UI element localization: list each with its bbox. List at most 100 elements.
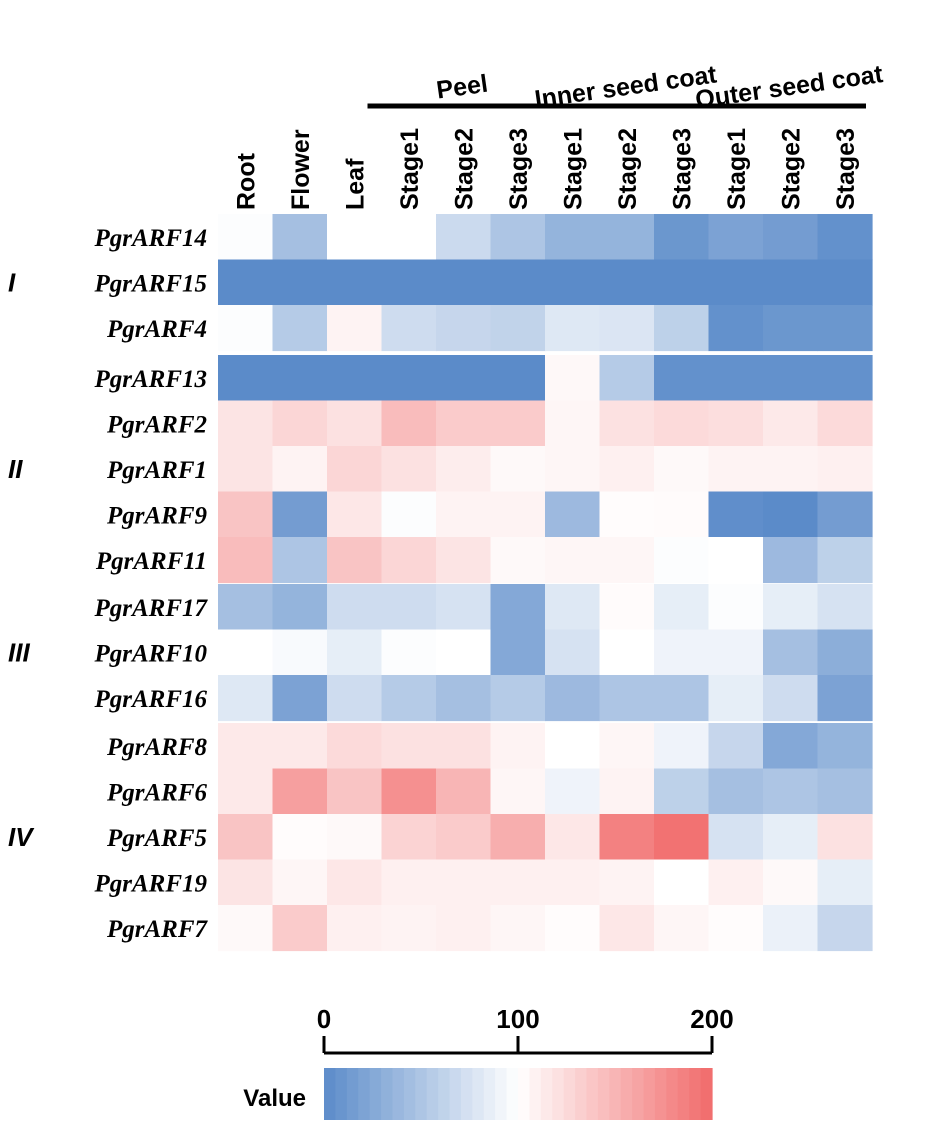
colorbar-swatch [346,1068,359,1120]
heatmap-cell [599,675,655,722]
heatmap-cell [763,768,819,815]
heatmap-cell [272,400,328,447]
colorbar-swatch [632,1068,645,1120]
row-label: PgrARF4 [106,316,207,343]
row-label: PgrARF14 [93,225,207,252]
heatmap-cell [654,723,710,770]
heatmap-cell [817,584,873,631]
row-label: PgrARF16 [93,686,207,713]
row-label: PgrARF19 [93,870,207,897]
heatmap-cell [599,214,655,261]
heatmap-cell [545,446,601,493]
heatmap-cell [763,629,819,676]
colorbar-swatch [677,1068,690,1120]
column-label-flower: Flower [287,129,315,210]
heatmap-cell [490,584,546,631]
heatmap-cell [218,491,274,538]
heatmap-cell [545,814,601,861]
heatmap-cell [218,675,274,722]
group-label: Peel [435,70,490,105]
heatmap-cell [490,859,546,906]
heatmap-cell [817,814,873,861]
row-label: PgrARF11 [95,548,207,575]
colorbar-swatch [540,1068,553,1120]
heatmap-cell [654,214,710,261]
heatmap-cell [490,214,546,261]
heatmap-cell [272,584,328,631]
heatmap-cell [599,491,655,538]
row-label: PgrARF1 [106,457,207,484]
heatmap-cell [436,814,492,861]
heatmap-cell [817,859,873,906]
heatmap-cell [817,491,873,538]
column-label-stage2: Stage2 [450,128,478,210]
heatmap-cell [490,629,546,676]
heatmap-cell [708,537,764,584]
heatmap-cell [654,400,710,447]
heatmap-cell [218,768,274,815]
heatmap-cell [654,675,710,722]
heatmap-cell [817,905,873,952]
heatmap-cell [218,305,274,352]
heatmap-cell [381,400,437,447]
column-label-leaf: Leaf [341,158,369,210]
heatmap-cell [763,355,819,402]
heatmap-cell [272,629,328,676]
heatmap-cell [436,214,492,261]
colorbar-swatch [335,1068,348,1120]
heatmap-cell [381,814,437,861]
heatmap-cell [381,675,437,722]
column-label-stage1: Stage1 [559,128,587,210]
heatmap-cell [436,491,492,538]
column-label-stage3: Stage3 [505,128,533,210]
heatmap-cell [272,768,328,815]
heatmap-cell [708,491,764,538]
colorbar-swatch [643,1068,656,1120]
heatmap-cell [218,584,274,631]
row-label: PgrARF6 [106,779,208,806]
heatmap-cell [218,446,274,493]
colorbar-swatch [483,1068,496,1120]
heatmap-cell [545,491,601,538]
heatmap-cell [381,859,437,906]
heatmap-cell [272,214,328,261]
heatmap-cell [218,259,274,306]
heatmap-cell [599,259,655,306]
heatmap-cell [436,675,492,722]
heatmap-cell [654,259,710,306]
colorbar-swatch [358,1068,371,1120]
heatmap-cell [817,214,873,261]
cluster-label: III [8,637,30,667]
heatmap-cell [272,491,328,538]
heatmap-cell [490,675,546,722]
colorbar-swatch [381,1068,394,1120]
heatmap-cell [599,768,655,815]
heatmap-cell [327,400,383,447]
heatmap-cell [381,723,437,770]
heatmap-cell [763,905,819,952]
heatmap-cell [545,355,601,402]
heatmap-cell [327,491,383,538]
heatmap-cell [327,259,383,306]
colorbar-swatch [392,1068,405,1120]
row-label: PgrARF5 [106,825,207,852]
cluster-label: II [8,454,23,484]
heatmap-cell [817,446,873,493]
heatmap-cell [327,584,383,631]
heatmap-cell [381,305,437,352]
heatmap-cell [545,259,601,306]
heatmap-cell [327,675,383,722]
colorbar-swatch [552,1068,565,1120]
heatmap-cell [381,259,437,306]
heatmap-cell [654,905,710,952]
heatmap-cell [708,355,764,402]
heatmap-cell [599,446,655,493]
heatmap-cell [708,214,764,261]
heatmap-cell [381,629,437,676]
row-label: PgrARF2 [106,411,207,438]
heatmap-cell [545,629,601,676]
heatmap-cell [436,537,492,584]
heatmap-cell [327,214,383,261]
heatmap-cell [599,814,655,861]
